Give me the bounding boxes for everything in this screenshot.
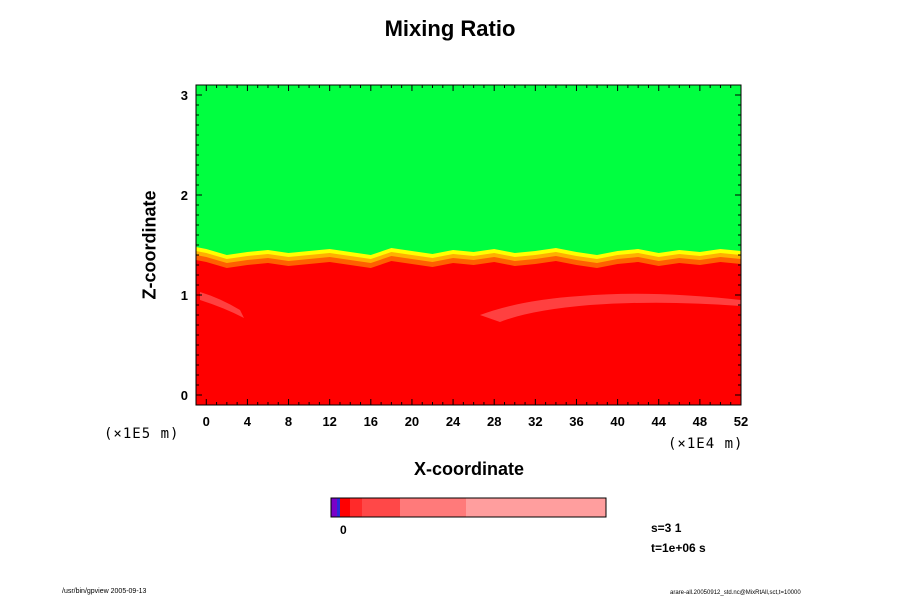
colorbar-label: 0	[340, 523, 347, 537]
x-tick-label: 0	[203, 414, 210, 429]
colorbar-segment	[331, 498, 337, 517]
x-tick-label: 32	[528, 414, 542, 429]
colorbar-segment	[337, 498, 340, 517]
x-axis-label: X-coordinate	[413, 459, 524, 479]
x-tick-label: 36	[569, 414, 583, 429]
colorbar-segment	[350, 498, 362, 517]
lower-region	[196, 260, 741, 405]
x-tick-label: 20	[405, 414, 419, 429]
x-tick-label: 44	[652, 414, 667, 429]
x-tick-label: 4	[244, 414, 252, 429]
colorbar-segment	[466, 498, 606, 517]
x-tick-label: 28	[487, 414, 501, 429]
y-axis-unit: (×1E5 m)	[104, 426, 180, 442]
x-tick-label: 48	[693, 414, 707, 429]
light-patch-left	[200, 292, 244, 318]
x-tick-label: 40	[610, 414, 624, 429]
y-tick-label: 2	[181, 188, 188, 203]
y-tick-label: 1	[181, 288, 188, 303]
y-tick-label: 0	[181, 388, 188, 403]
colorbar-segment	[340, 498, 350, 517]
x-axis-unit: (×1E4 m)	[668, 436, 744, 452]
x-tick-label: 16	[364, 414, 378, 429]
light-patch-right	[480, 293, 741, 322]
x-tick-label: 8	[285, 414, 292, 429]
footer-right: arare-all.20050912_std.nc@MixRtAll,sct,t…	[670, 590, 801, 596]
x-tick-label: 12	[322, 414, 336, 429]
y-axis-label: Z-coordinate	[139, 190, 160, 300]
y-tick-label: 3	[181, 88, 188, 103]
footer-left: /usr/bin/gpview 2005-09-13	[62, 588, 147, 595]
colorbar-segment	[400, 498, 466, 517]
x-tick-label: 24	[446, 414, 461, 429]
colorbar-segment	[362, 498, 400, 517]
x-tick-label: 52	[734, 414, 748, 429]
chart-title: Mixing Ratio	[384, 16, 516, 41]
status-s: s=3 1	[651, 521, 682, 535]
status-t: t=1e+06 s	[651, 541, 706, 555]
colorbar-frame	[330, 497, 607, 518]
